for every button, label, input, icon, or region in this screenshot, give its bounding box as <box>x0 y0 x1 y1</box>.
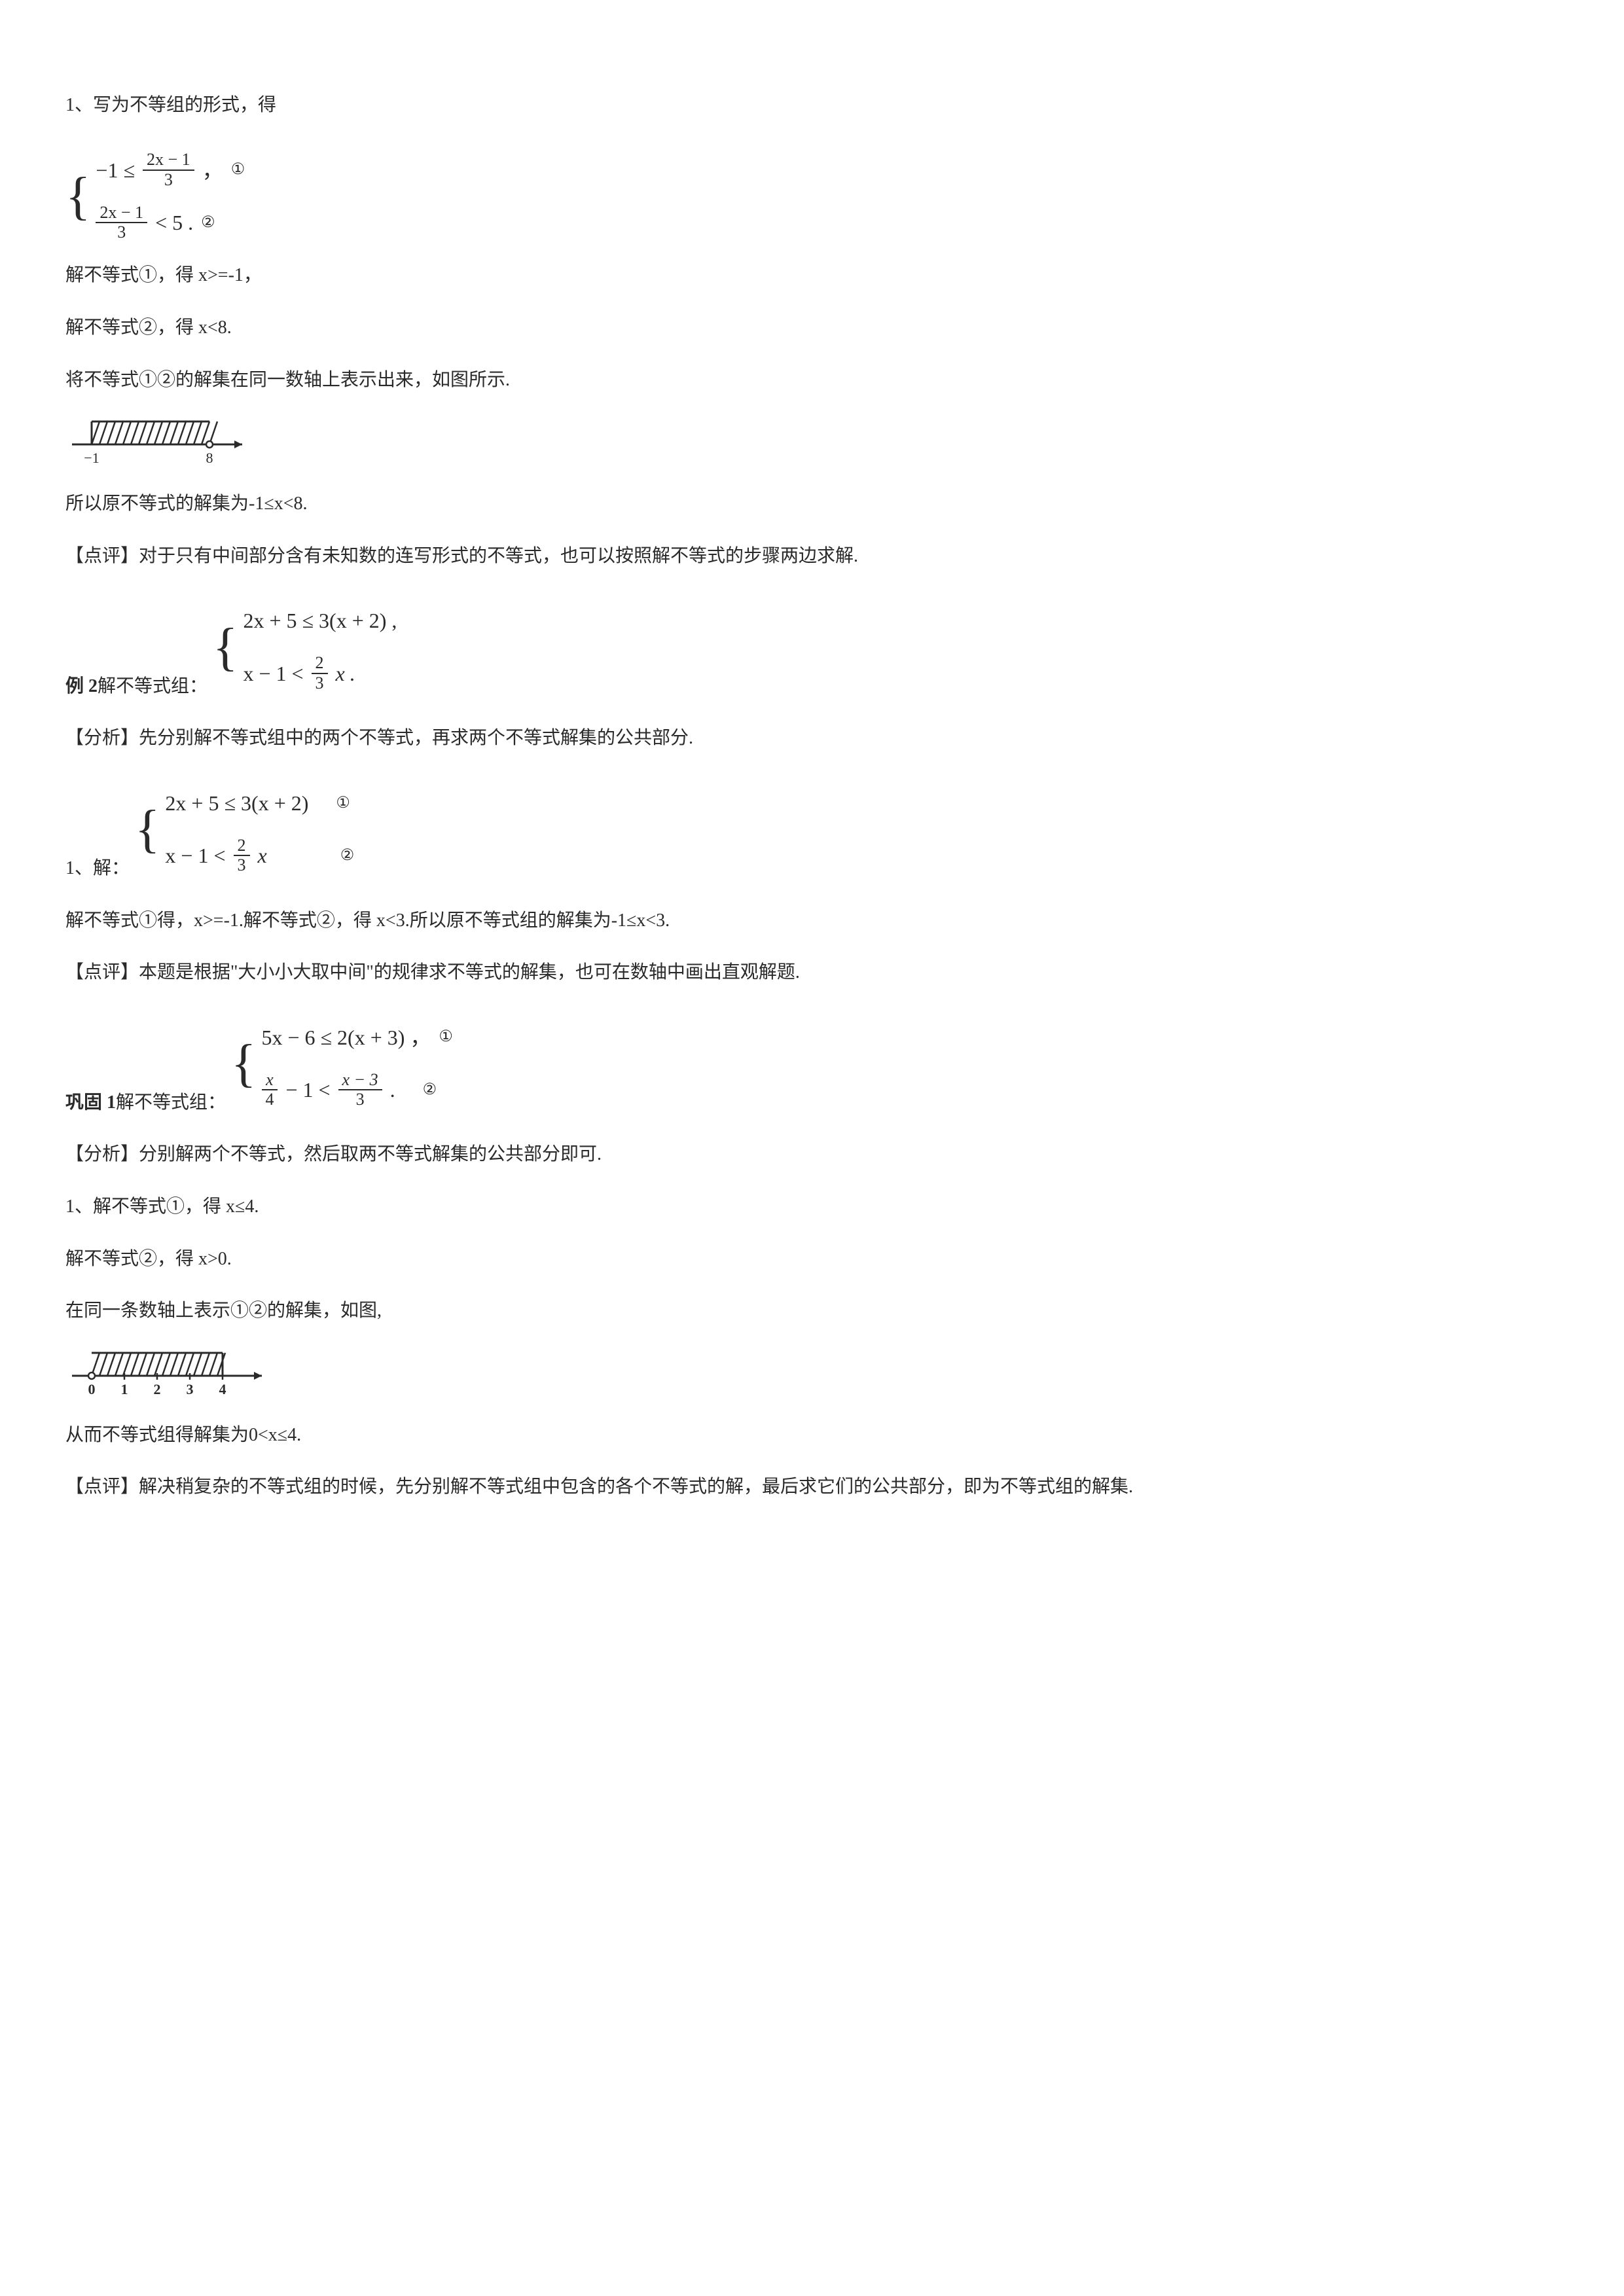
system-2: { 2x + 5 ≤ 3(x + 2) , x − 1 < 2 3 x . <box>213 598 397 696</box>
sys2-line2-den: 3 <box>312 674 328 693</box>
number-line-2: 0 1 2 3 4 <box>65 1343 281 1402</box>
sys3-marker-2: ② <box>340 838 355 873</box>
svg-text:1: 1 <box>121 1381 128 1397</box>
brace-left: { <box>65 175 90 217</box>
sys1-line2-rhs: < 5 . <box>155 200 193 245</box>
svg-text:2: 2 <box>154 1381 161 1397</box>
paragraph-12: 解不等式②，得 x>0. <box>65 1239 1559 1280</box>
sys3-line1: 2x + 5 ≤ 3(x + 2) <box>165 780 308 826</box>
brace-left-4: { <box>231 1043 256 1085</box>
paragraph-3: 解不等式②，得 x<8. <box>65 308 1559 348</box>
sys3-line2-den: 3 <box>234 856 250 875</box>
sys3-line2-lhs: x − 1 < <box>165 833 225 878</box>
brace-left-3: { <box>135 808 160 850</box>
sys4-marker-2: ② <box>423 1073 437 1107</box>
paragraph-11: 1、解不等式①，得 x≤4. <box>65 1187 1559 1227</box>
sys4-frac1-num: x <box>262 1071 278 1091</box>
paragraph-2: 解不等式①，得 x>=-1， <box>65 255 1559 296</box>
sys4-frac2-num: x − 3 <box>338 1071 382 1091</box>
marker-1: ① <box>231 152 245 187</box>
paragraph-9: 【点评】本题是根据"大小小大取中间"的规律求不等式的解集，也可在数轴中画出直观解… <box>65 952 1559 993</box>
sys3-marker-1: ① <box>336 786 350 821</box>
paragraph-6: 【点评】对于只有中间部分含有未知数的连写形式的不等式，也可以按照解不等式的步骤两… <box>65 536 1559 577</box>
sys2-line2-tail: x . <box>336 651 355 696</box>
paragraph-15: 【点评】解决稍复杂的不等式组的时候，先分别解不等式组中包含的各个不等式的解，最后… <box>65 1467 1559 1507</box>
paragraph-5: 所以原不等式的解集为-1≤x<8. <box>65 484 1559 524</box>
sys3-line2-num: 2 <box>234 836 250 857</box>
paragraph-13: 在同一条数轴上表示①②的解集，如图, <box>65 1291 1559 1331</box>
sys4-marker-1: ① <box>439 1020 453 1054</box>
svg-text:4: 4 <box>219 1381 226 1397</box>
system-4: { 5x − 6 ≤ 2(x + 3) ， ① x 4 − 1 < x − 3 … <box>231 1014 453 1113</box>
sys2-line2-lhs: x − 1 < <box>243 651 303 696</box>
consolidate-1-text: 解不等式组： <box>116 1083 226 1123</box>
paragraph-8: 解不等式①得，x>=-1.解不等式②，得 x<3.所以原不等式组的解集为-1≤x… <box>65 901 1559 941</box>
marker-2: ② <box>201 206 215 240</box>
paragraph-7: 【分析】先分别解不等式组中的两个不等式，再求两个不等式解集的公共部分. <box>65 718 1559 759</box>
svg-text:−1: −1 <box>84 450 99 466</box>
svg-text:8: 8 <box>206 450 213 466</box>
svg-text:3: 3 <box>187 1381 194 1397</box>
paragraph-4: 将不等式①②的解集在同一数轴上表示出来，如图所示. <box>65 360 1559 401</box>
sys1-line1-lhs: −1 ≤ <box>96 147 135 193</box>
sys1-line1-den: 3 <box>160 171 177 190</box>
sys4-line1: 5x − 6 ≤ 2(x + 3) ， <box>261 1014 431 1060</box>
brace-left-2: { <box>213 626 238 668</box>
sys2-line2-num: 2 <box>312 654 328 674</box>
paragraph-10: 【分析】分别解两个不等式，然后取两不等式解集的公共部分即可. <box>65 1134 1559 1175</box>
sys4-frac2-den: 3 <box>352 1090 369 1109</box>
sys4-line2-tail: . <box>390 1067 395 1113</box>
paragraph-1: 1、写为不等组的形式，得 <box>65 85 1559 126</box>
sys2-line1: 2x + 5 ≤ 3(x + 2) , <box>243 598 397 643</box>
solution-2-label: 1、解： <box>65 848 130 889</box>
system-1: { −1 ≤ 2x − 1 3 ， ① 2x − 1 3 < 5 . ② <box>65 147 245 246</box>
sys1-line1-num: 2x − 1 <box>143 151 194 171</box>
sys1-line2-den: 3 <box>113 223 130 242</box>
sys4-line2-mid: − 1 < <box>285 1067 330 1113</box>
sys3-line2-tail: x <box>258 833 267 878</box>
sys4-frac1-den: 4 <box>261 1090 278 1109</box>
example-2-text: 解不等式组： <box>98 666 208 707</box>
paragraph-14: 从而不等式组得解集为0<x≤4. <box>65 1415 1559 1456</box>
system-3: { 2x + 5 ≤ 3(x + 2) ① x − 1 < 2 3 x ② <box>135 780 354 879</box>
sys1-line2-num: 2x − 1 <box>96 204 147 224</box>
consolidate-1-label: 巩固 1 <box>65 1083 116 1123</box>
sys1-line1-tail: ， <box>202 147 223 193</box>
svg-text:0: 0 <box>88 1381 96 1397</box>
example-2-label: 例 2 <box>65 666 98 707</box>
number-line-1: −1 8 <box>65 412 262 471</box>
